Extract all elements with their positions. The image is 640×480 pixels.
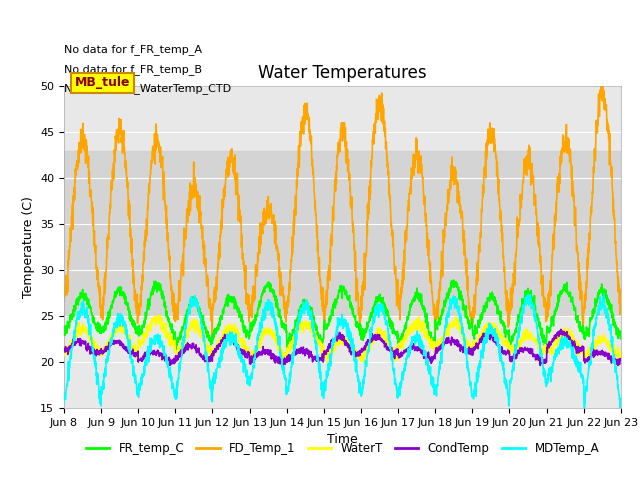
MDTemp_A	[580, 406, 588, 412]
CondTemp	[60, 349, 68, 355]
Line: MDTemp_A: MDTemp_A	[64, 294, 621, 409]
MDTemp_A	[617, 404, 625, 410]
WaterT	[568, 333, 576, 339]
MDTemp_A	[371, 318, 378, 324]
MDTemp_A	[600, 291, 607, 297]
Text: No data for f_FR_temp_B: No data for f_FR_temp_B	[64, 64, 202, 75]
FR_temp_C	[172, 347, 179, 353]
WaterT	[584, 351, 591, 357]
CondTemp	[371, 336, 378, 342]
MDTemp_A	[216, 356, 223, 361]
WaterT	[360, 360, 367, 366]
FR_temp_C	[584, 329, 591, 335]
Text: MB_tule: MB_tule	[75, 76, 131, 89]
FR_temp_C	[617, 335, 625, 340]
CondTemp	[504, 348, 512, 353]
Line: CondTemp: CondTemp	[64, 329, 621, 365]
WaterT	[617, 348, 625, 354]
Line: FR_temp_C: FR_temp_C	[64, 280, 621, 350]
FR_temp_C	[505, 333, 513, 338]
WaterT	[216, 341, 223, 347]
FR_temp_C	[371, 300, 379, 306]
MDTemp_A	[584, 376, 591, 382]
Title: Water Temperatures: Water Temperatures	[258, 64, 427, 82]
WaterT	[371, 334, 379, 339]
FD_Temp_1	[584, 255, 591, 261]
Legend: FR_temp_C, FD_Temp_1, WaterT, CondTemp, MDTemp_A: FR_temp_C, FD_Temp_1, WaterT, CondTemp, …	[81, 438, 604, 460]
FD_Temp_1	[371, 128, 378, 133]
FD_Temp_1	[60, 299, 68, 304]
Y-axis label: Temperature (C): Temperature (C)	[22, 196, 35, 298]
CondTemp	[557, 326, 565, 332]
WaterT	[60, 349, 68, 355]
CondTemp	[568, 337, 575, 343]
X-axis label: Time: Time	[327, 433, 358, 446]
FD_Temp_1	[617, 309, 625, 314]
Line: FD_Temp_1: FD_Temp_1	[64, 74, 621, 338]
WaterT	[505, 341, 513, 347]
CondTemp	[584, 357, 591, 363]
MDTemp_A	[568, 348, 575, 353]
FR_temp_C	[359, 326, 367, 332]
Text: No data for f_FR_temp_A: No data for f_FR_temp_A	[64, 45, 202, 56]
CondTemp	[216, 341, 223, 347]
MDTemp_A	[358, 388, 366, 394]
FD_Temp_1	[358, 283, 366, 288]
MDTemp_A	[504, 393, 512, 399]
FR_temp_C	[568, 299, 576, 304]
Line: WaterT: WaterT	[64, 315, 621, 363]
FD_Temp_1	[568, 163, 575, 169]
FD_Temp_1	[504, 324, 512, 330]
FD_Temp_1	[431, 336, 438, 341]
FR_temp_C	[216, 319, 223, 324]
MDTemp_A	[60, 400, 68, 406]
Bar	[64, 151, 621, 316]
CondTemp	[358, 347, 366, 353]
CondTemp	[614, 362, 622, 368]
FD_Temp_1	[598, 72, 605, 77]
FR_temp_C	[450, 277, 458, 283]
Text: No data for f_WaterTemp_CTD: No data for f_WaterTemp_CTD	[64, 83, 231, 94]
CondTemp	[617, 356, 625, 361]
WaterT	[155, 312, 163, 318]
FR_temp_C	[60, 326, 68, 332]
WaterT	[359, 355, 367, 361]
FD_Temp_1	[216, 240, 223, 245]
